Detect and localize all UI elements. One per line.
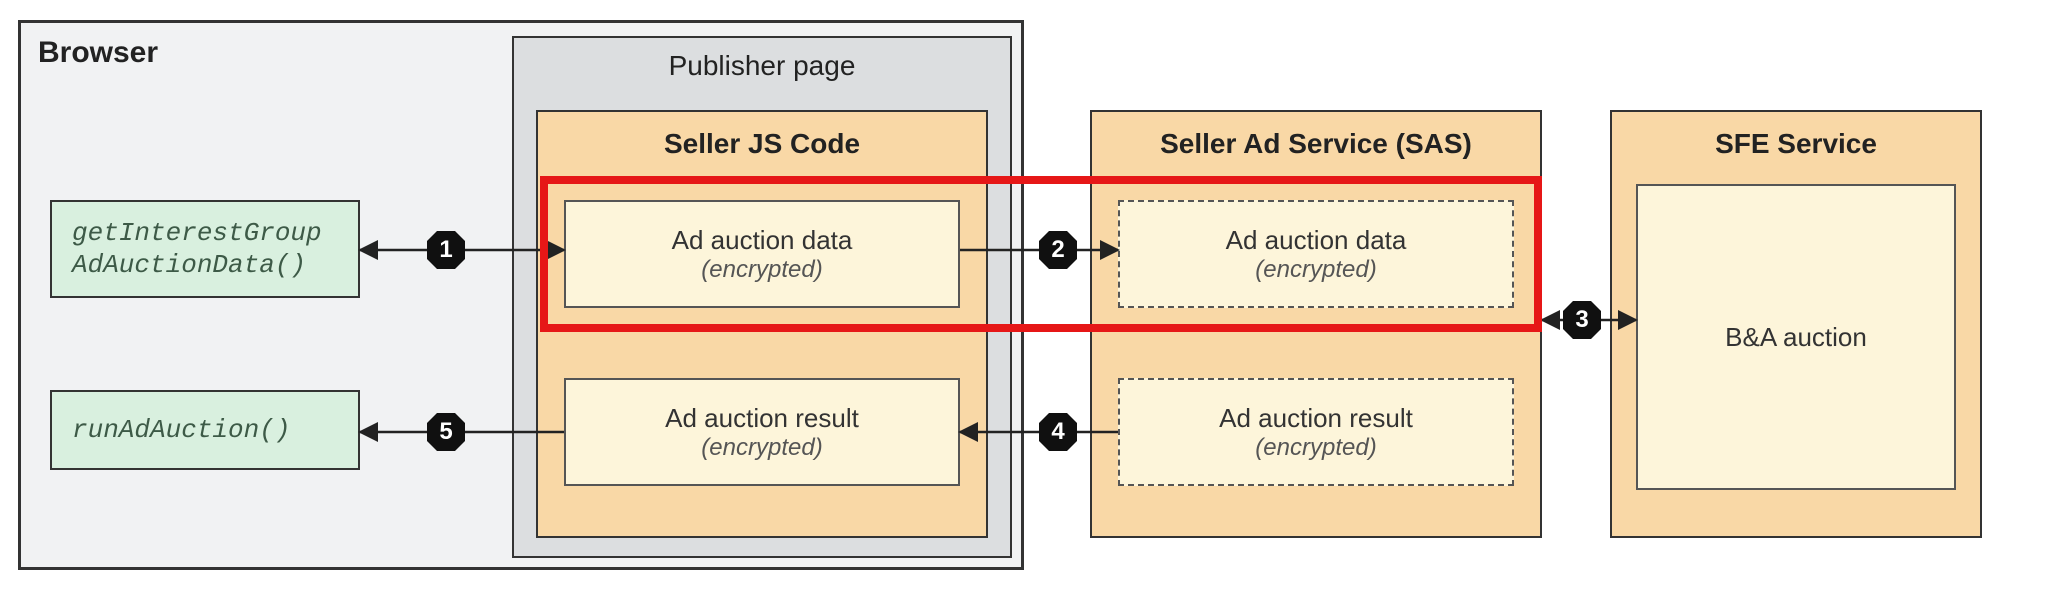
sfebox-text: B&A auction <box>1725 322 1867 353</box>
api-get-interest-group-data: getInterestGroup AdAuctionData() <box>50 200 360 298</box>
sas-ad-auction-result: Ad auction result (encrypted) <box>1118 378 1514 486</box>
seller-js-ad-auction-result: Ad auction result (encrypted) <box>564 378 960 486</box>
api2-text: runAdAuction() <box>72 415 290 445</box>
sasdata-line1: Ad auction data <box>1226 225 1407 256</box>
diagram-canvas: Browser Publisher page Seller JS Code Se… <box>0 0 2048 594</box>
jsresult-line1: Ad auction result <box>665 403 859 434</box>
seller-ad-service-title: Seller Ad Service (SAS) <box>1160 128 1472 160</box>
step-badge-2: 2 <box>1036 228 1080 272</box>
sfe-ba-auction: B&A auction <box>1636 184 1956 490</box>
api1-line2: AdAuctionData() <box>72 250 306 280</box>
sasresult-line2: (encrypted) <box>1219 434 1413 462</box>
jsdata-line1: Ad auction data <box>672 225 853 256</box>
sas-ad-auction-data: Ad auction data (encrypted) <box>1118 200 1514 308</box>
publisher-page-label: Publisher page <box>669 50 856 82</box>
step-badge-5: 5 <box>424 410 468 454</box>
sfe-service-title: SFE Service <box>1715 128 1877 160</box>
seller-js-ad-auction-data: Ad auction data (encrypted) <box>564 200 960 308</box>
api-run-ad-auction: runAdAuction() <box>50 390 360 470</box>
api1-line1: getInterestGroup <box>72 218 322 248</box>
browser-label: Browser <box>38 36 158 70</box>
sasdata-line2: (encrypted) <box>1226 256 1407 284</box>
jsdata-line2: (encrypted) <box>672 256 853 284</box>
sasresult-line1: Ad auction result <box>1219 403 1413 434</box>
step-badge-3: 3 <box>1560 298 1604 342</box>
step-badge-4: 4 <box>1036 410 1080 454</box>
seller-js-code-title: Seller JS Code <box>664 128 860 160</box>
step-badge-1: 1 <box>424 228 468 272</box>
jsresult-line2: (encrypted) <box>665 434 859 462</box>
